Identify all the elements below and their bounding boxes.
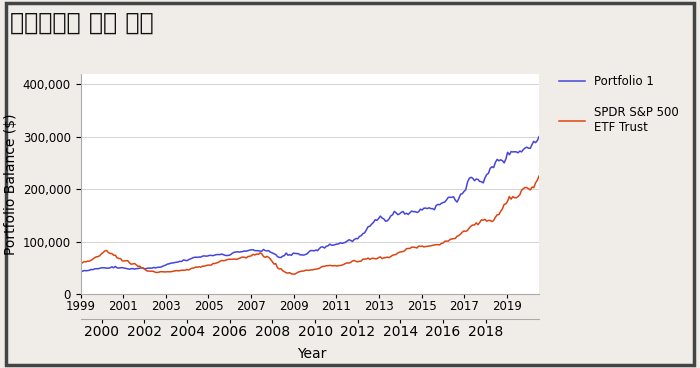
SPDR S&P 500
ETF Trust [535,174,543,178]
Text: 포트폴리오 성장 비교: 포트폴리오 성장 비교 [10,11,154,35]
SPDR S&P 500
ETF Trust [290,272,299,276]
SPDR S&P 500
ETF Trust [340,262,348,267]
Portfolio 1 [251,248,259,253]
SPDR S&P 500
ETF Trust [273,266,281,270]
Portfolio 1 [365,224,374,229]
Line: Portfolio 1: Portfolio 1 [80,137,539,271]
Portfolio 1 [340,241,348,245]
SPDR S&P 500
ETF Trust [226,257,234,262]
Line: SPDR S&P 500
ETF Trust: SPDR S&P 500 ETF Trust [80,176,539,274]
SPDR S&P 500
ETF Trust [76,261,85,266]
SPDR S&P 500
ETF Trust [365,257,374,262]
Portfolio 1 [228,251,237,255]
SPDR S&P 500
ETF Trust [88,257,97,261]
Portfolio 1 [535,134,543,139]
Legend: Portfolio 1, SPDR S&P 500
ETF Trust: Portfolio 1, SPDR S&P 500 ETF Trust [559,75,679,134]
Portfolio 1 [275,255,284,259]
Portfolio 1 [78,269,86,273]
Text: Year: Year [297,347,326,361]
Portfolio 1 [90,267,99,271]
Y-axis label: Portfolio Balance ($): Portfolio Balance ($) [4,113,18,255]
SPDR S&P 500
ETF Trust [249,252,258,256]
Portfolio 1 [76,269,85,273]
